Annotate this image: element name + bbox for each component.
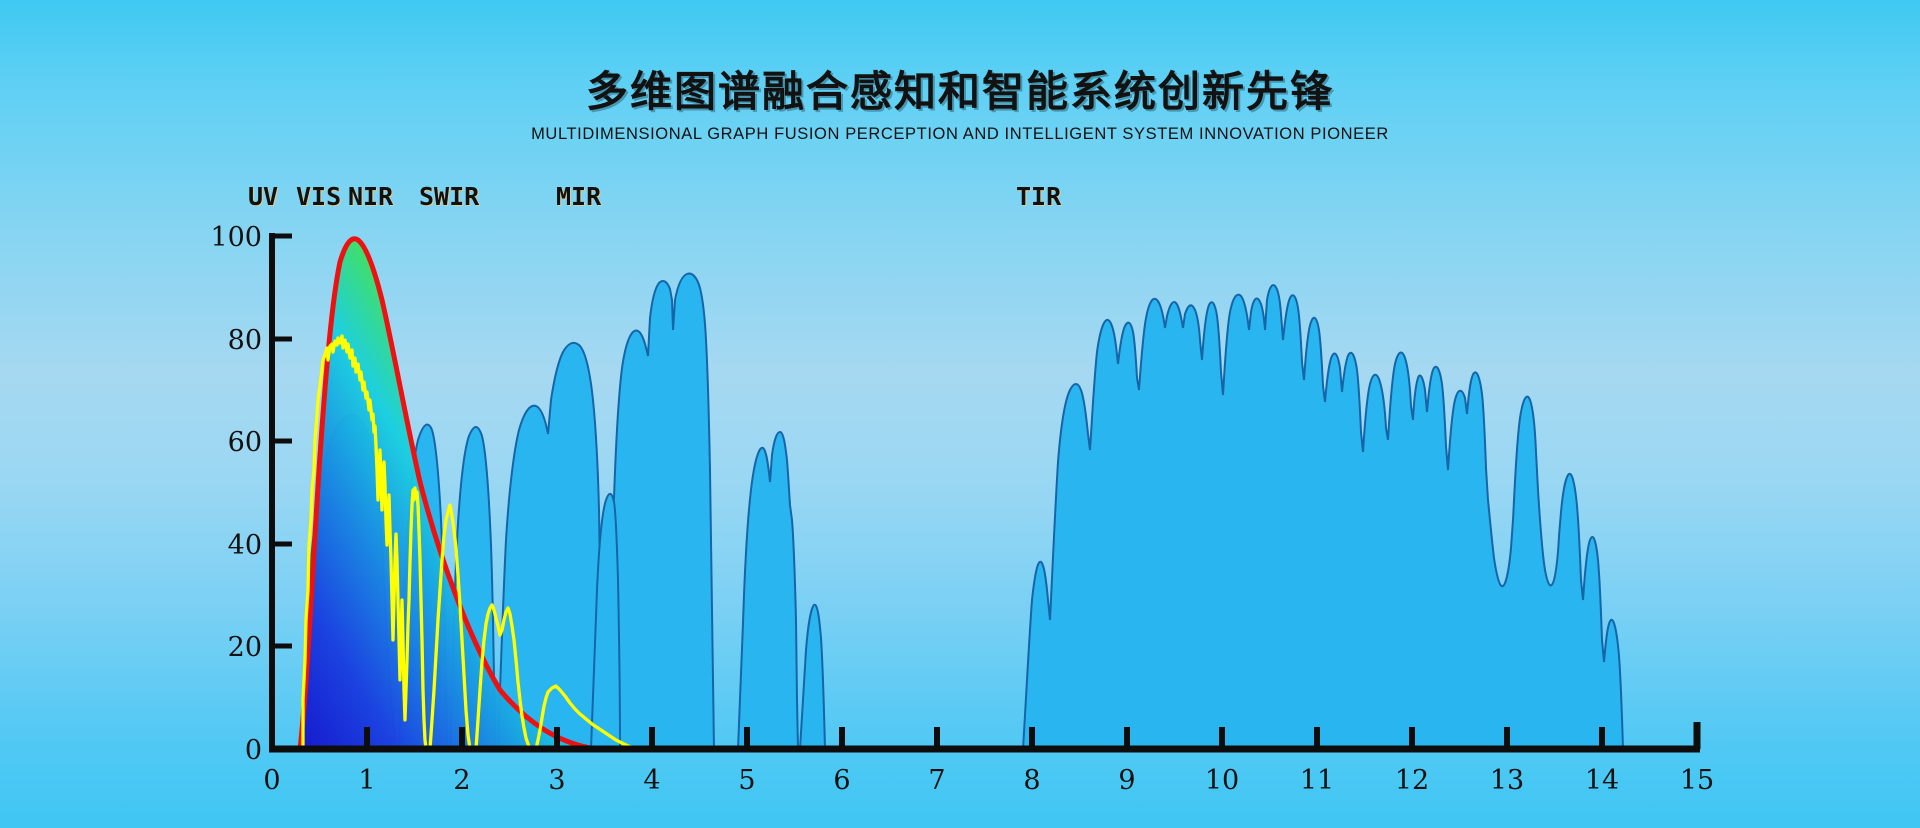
- y-tick-label: 0: [245, 735, 262, 766]
- x-tick-label: 8: [1023, 765, 1040, 796]
- y-tick-label: 60: [228, 427, 262, 458]
- x-tick-label: 7: [928, 765, 945, 796]
- y-tick-label: 40: [228, 530, 262, 561]
- band-label-uv: UV: [248, 182, 279, 211]
- x-tick-label: 1: [358, 765, 375, 796]
- x-tick-label: 9: [1118, 765, 1135, 796]
- solar-gradient-fill: [300, 238, 600, 750]
- transmission-window-swir-1: [496, 341, 603, 750]
- x-tick-label: 13: [1490, 765, 1524, 796]
- band-label-tir: TIR: [1016, 182, 1062, 211]
- transmission-bands: [298, 272, 1625, 750]
- y-axis-labels: 100 80 60 40 20 0: [210, 222, 262, 766]
- transmission-window-mir-spike: [589, 492, 622, 750]
- x-tick-label: 0: [263, 765, 280, 796]
- transmission-window-mir-main: [605, 272, 716, 750]
- x-axis-labels: 0 1 2 3 4 5 6 7 8 9 10 11 12 13 14 15: [263, 765, 1714, 796]
- transmission-window-mir-small: [798, 603, 827, 750]
- band-label-swir: SWIR: [419, 182, 480, 211]
- x-tick-label: 14: [1585, 765, 1619, 796]
- measured-spectrum-line: [301, 334, 642, 751]
- band-label-nir: NIR: [348, 182, 394, 211]
- x-tick-label: 15: [1680, 765, 1714, 796]
- spectrum-yellow-path: [301, 334, 642, 751]
- y-tick-label: 100: [210, 222, 262, 253]
- y-axis-ticks: [272, 233, 292, 752]
- x-tick-label: 3: [548, 765, 565, 796]
- page-title: 多维图谱融合感知和智能系统创新先锋: [585, 67, 1334, 116]
- band-label-vis: VIS: [296, 182, 342, 211]
- x-tick-label: 10: [1205, 765, 1239, 796]
- x-axis-ticks: [269, 722, 1701, 749]
- chart-axes: 100 80 60 40 20 0 0 1 2 3 4 5 6 7: [210, 222, 1714, 796]
- page-subtitle: MULTIDIMENSIONAL GRAPH FUSION PERCEPTION…: [531, 125, 1389, 143]
- band-label-mir: MIR: [556, 182, 602, 211]
- x-tick-label: 6: [833, 765, 850, 796]
- x-tick-label: 2: [453, 765, 470, 796]
- transmission-window-tir: [1021, 284, 1625, 750]
- y-tick-label: 80: [228, 325, 262, 356]
- x-tick-label: 11: [1300, 765, 1334, 796]
- x-tick-label: 12: [1395, 765, 1429, 796]
- x-tick-label: 5: [738, 765, 755, 796]
- x-tick-label: 4: [643, 765, 660, 796]
- y-tick-label: 20: [228, 632, 262, 663]
- transmission-window-mir-right: [736, 430, 800, 750]
